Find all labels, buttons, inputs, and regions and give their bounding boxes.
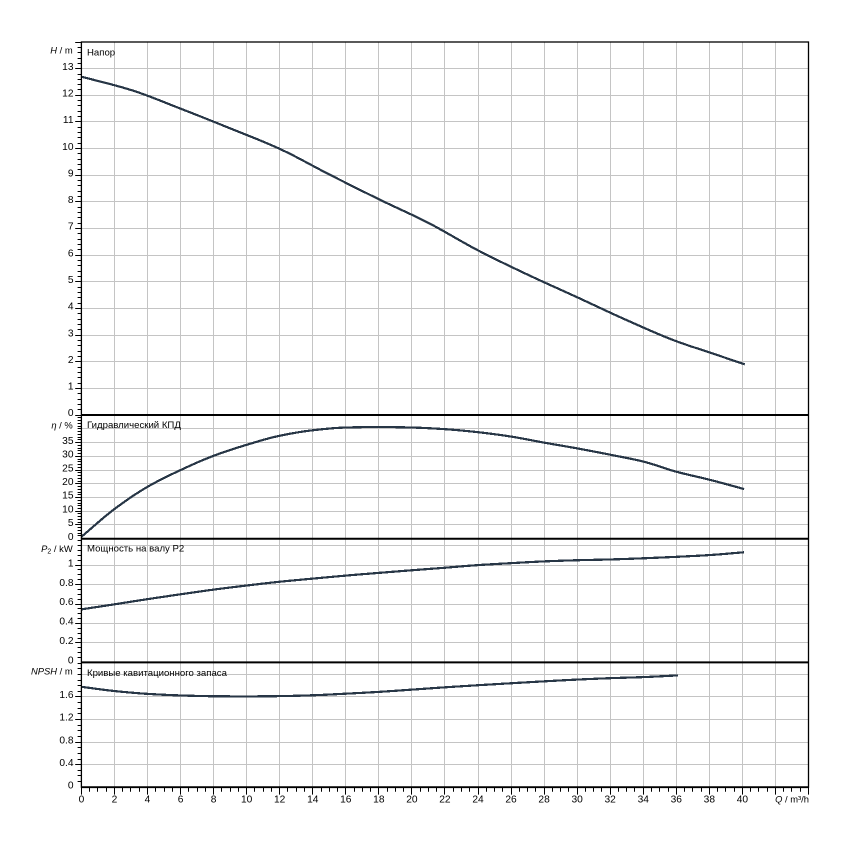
svg-text:24: 24 — [472, 795, 484, 806]
svg-text:34: 34 — [638, 795, 650, 806]
svg-text:25: 25 — [62, 463, 74, 474]
svg-text:4: 4 — [145, 795, 151, 806]
svg-text:2: 2 — [68, 355, 74, 366]
svg-text:H / m: H / m — [50, 45, 73, 56]
svg-text:35: 35 — [62, 436, 74, 447]
svg-text:18: 18 — [373, 795, 385, 806]
svg-text:NPSH / m: NPSH / m — [31, 666, 73, 677]
svg-text:P2 / kW: P2 / kW — [41, 543, 73, 556]
svg-text:0.6: 0.6 — [59, 597, 73, 608]
svg-text:10: 10 — [62, 142, 74, 153]
svg-text:5: 5 — [68, 518, 74, 529]
svg-text:Напор: Напор — [87, 48, 115, 59]
svg-text:30: 30 — [62, 450, 74, 461]
svg-text:16: 16 — [340, 795, 352, 806]
svg-text:6: 6 — [68, 248, 74, 259]
svg-text:0.8: 0.8 — [59, 578, 73, 589]
svg-text:22: 22 — [439, 795, 451, 806]
svg-text:1.2: 1.2 — [59, 713, 73, 724]
svg-text:3: 3 — [68, 328, 74, 339]
svg-text:4: 4 — [68, 302, 74, 313]
svg-text:10: 10 — [62, 504, 74, 515]
svg-text:Гидравлический КПД: Гидравлический КПД — [87, 420, 181, 431]
svg-text:0: 0 — [79, 795, 85, 806]
svg-text:5: 5 — [68, 275, 74, 286]
svg-text:26: 26 — [505, 795, 517, 806]
svg-text:40: 40 — [737, 795, 749, 806]
svg-text:36: 36 — [671, 795, 683, 806]
svg-text:1.6: 1.6 — [59, 690, 73, 701]
svg-text:Кривые кавитационного запаса: Кривые кавитационного запаса — [87, 668, 228, 679]
svg-text:32: 32 — [605, 795, 617, 806]
svg-text:0: 0 — [68, 780, 74, 791]
svg-text:13: 13 — [62, 62, 74, 73]
svg-text:9: 9 — [68, 168, 74, 179]
svg-text:11: 11 — [63, 115, 74, 126]
svg-text:10: 10 — [241, 795, 253, 806]
svg-text:0: 0 — [68, 532, 74, 543]
svg-text:30: 30 — [571, 795, 583, 806]
svg-text:0: 0 — [68, 408, 74, 419]
svg-text:0.2: 0.2 — [59, 636, 73, 647]
svg-text:14: 14 — [307, 795, 319, 806]
svg-text:1: 1 — [68, 382, 74, 393]
svg-text:Мощность на валу P2: Мощность на валу P2 — [87, 543, 184, 554]
svg-text:8: 8 — [68, 195, 74, 206]
svg-text:0.4: 0.4 — [59, 617, 73, 628]
svg-text:Q / m³/h: Q / m³/h — [775, 793, 809, 804]
svg-text:0: 0 — [68, 656, 74, 667]
svg-text:7: 7 — [68, 222, 74, 233]
svg-text:12: 12 — [62, 89, 74, 100]
svg-text:2: 2 — [112, 795, 118, 806]
svg-text:1: 1 — [68, 558, 74, 569]
svg-text:η / %: η / % — [51, 419, 72, 430]
svg-text:12: 12 — [274, 795, 286, 806]
svg-text:6: 6 — [178, 795, 184, 806]
svg-text:38: 38 — [704, 795, 716, 806]
svg-text:0.8: 0.8 — [59, 735, 73, 746]
svg-text:0.4: 0.4 — [59, 758, 73, 769]
svg-text:8: 8 — [211, 795, 217, 806]
svg-text:15: 15 — [62, 491, 74, 502]
svg-text:20: 20 — [406, 795, 418, 806]
svg-text:20: 20 — [62, 477, 74, 488]
svg-text:28: 28 — [538, 795, 550, 806]
